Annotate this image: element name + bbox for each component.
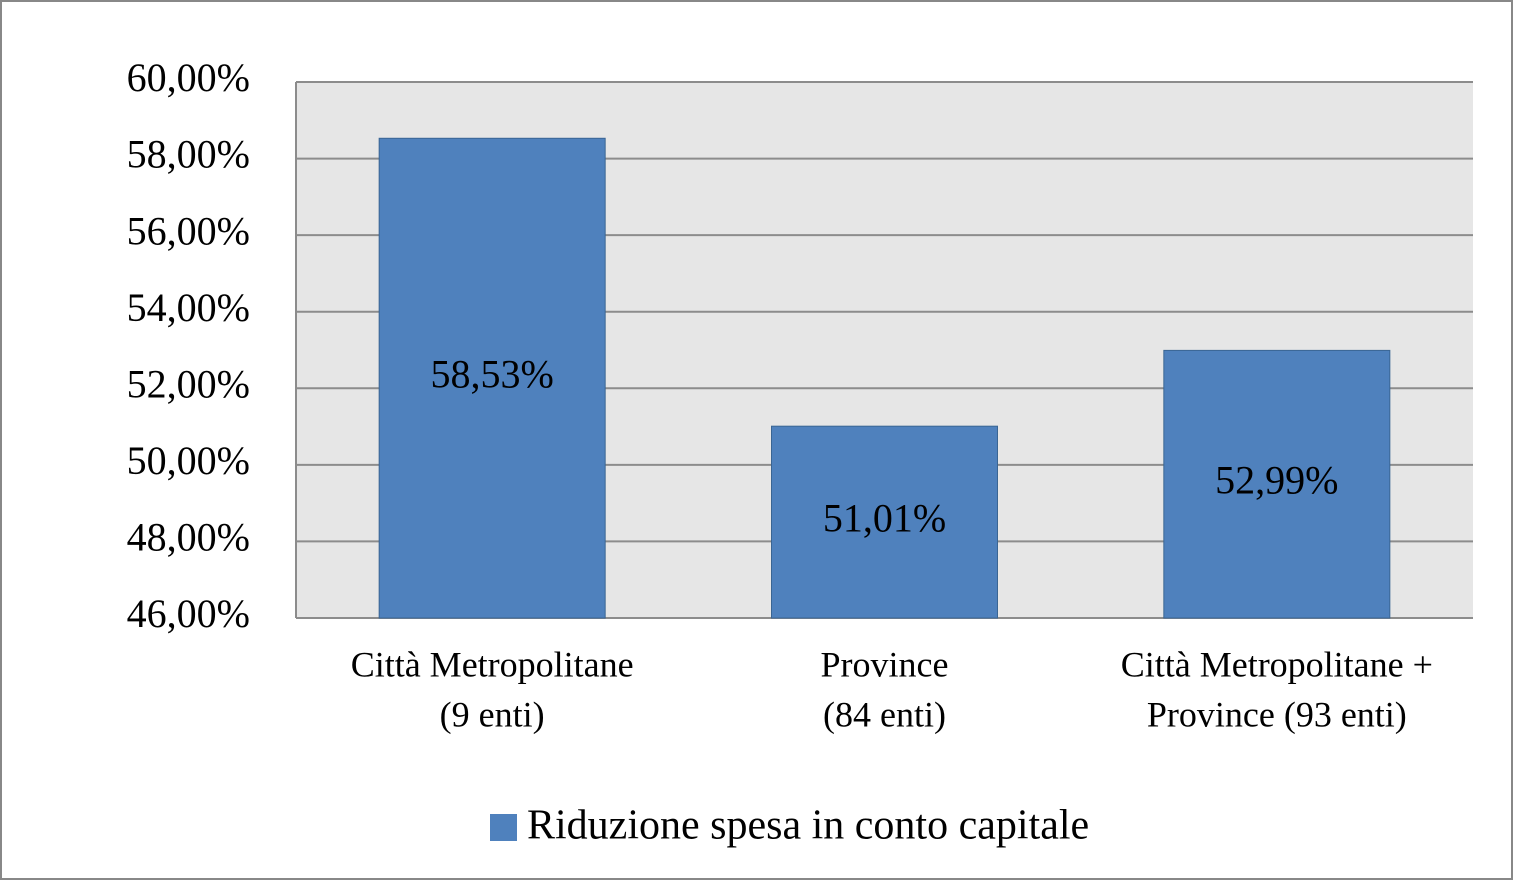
data-label: 58,53%	[431, 351, 554, 396]
bar	[1163, 349, 1391, 619]
y-tick-label: 52,00%	[127, 361, 250, 406]
y-tick-label: 54,00%	[127, 285, 250, 330]
bar	[771, 425, 998, 619]
y-tick-label: 46,00%	[127, 591, 250, 636]
y-tick-label: 48,00%	[127, 515, 250, 560]
data-label: 52,99%	[1215, 457, 1338, 502]
bar	[378, 137, 606, 619]
x-tick-label: Città Metropolitane	[351, 644, 634, 684]
y-tick-label: 56,00%	[127, 208, 250, 253]
legend-label: Riduzione spesa in conto capitale	[527, 803, 1089, 849]
x-tick-label: Città Metropolitane +	[1121, 644, 1433, 684]
y-tick-label: 60,00%	[127, 55, 250, 100]
y-tick-label: 58,00%	[127, 132, 250, 177]
x-tick-label: (84 enti)	[823, 694, 946, 734]
legend-swatch	[490, 814, 517, 841]
data-label: 51,01%	[823, 495, 946, 540]
x-tick-label: (9 enti)	[440, 694, 545, 734]
y-tick-label: 50,00%	[127, 438, 250, 483]
x-tick-label: Province (93 enti)	[1147, 694, 1407, 734]
x-tick-label: Province	[821, 644, 949, 684]
